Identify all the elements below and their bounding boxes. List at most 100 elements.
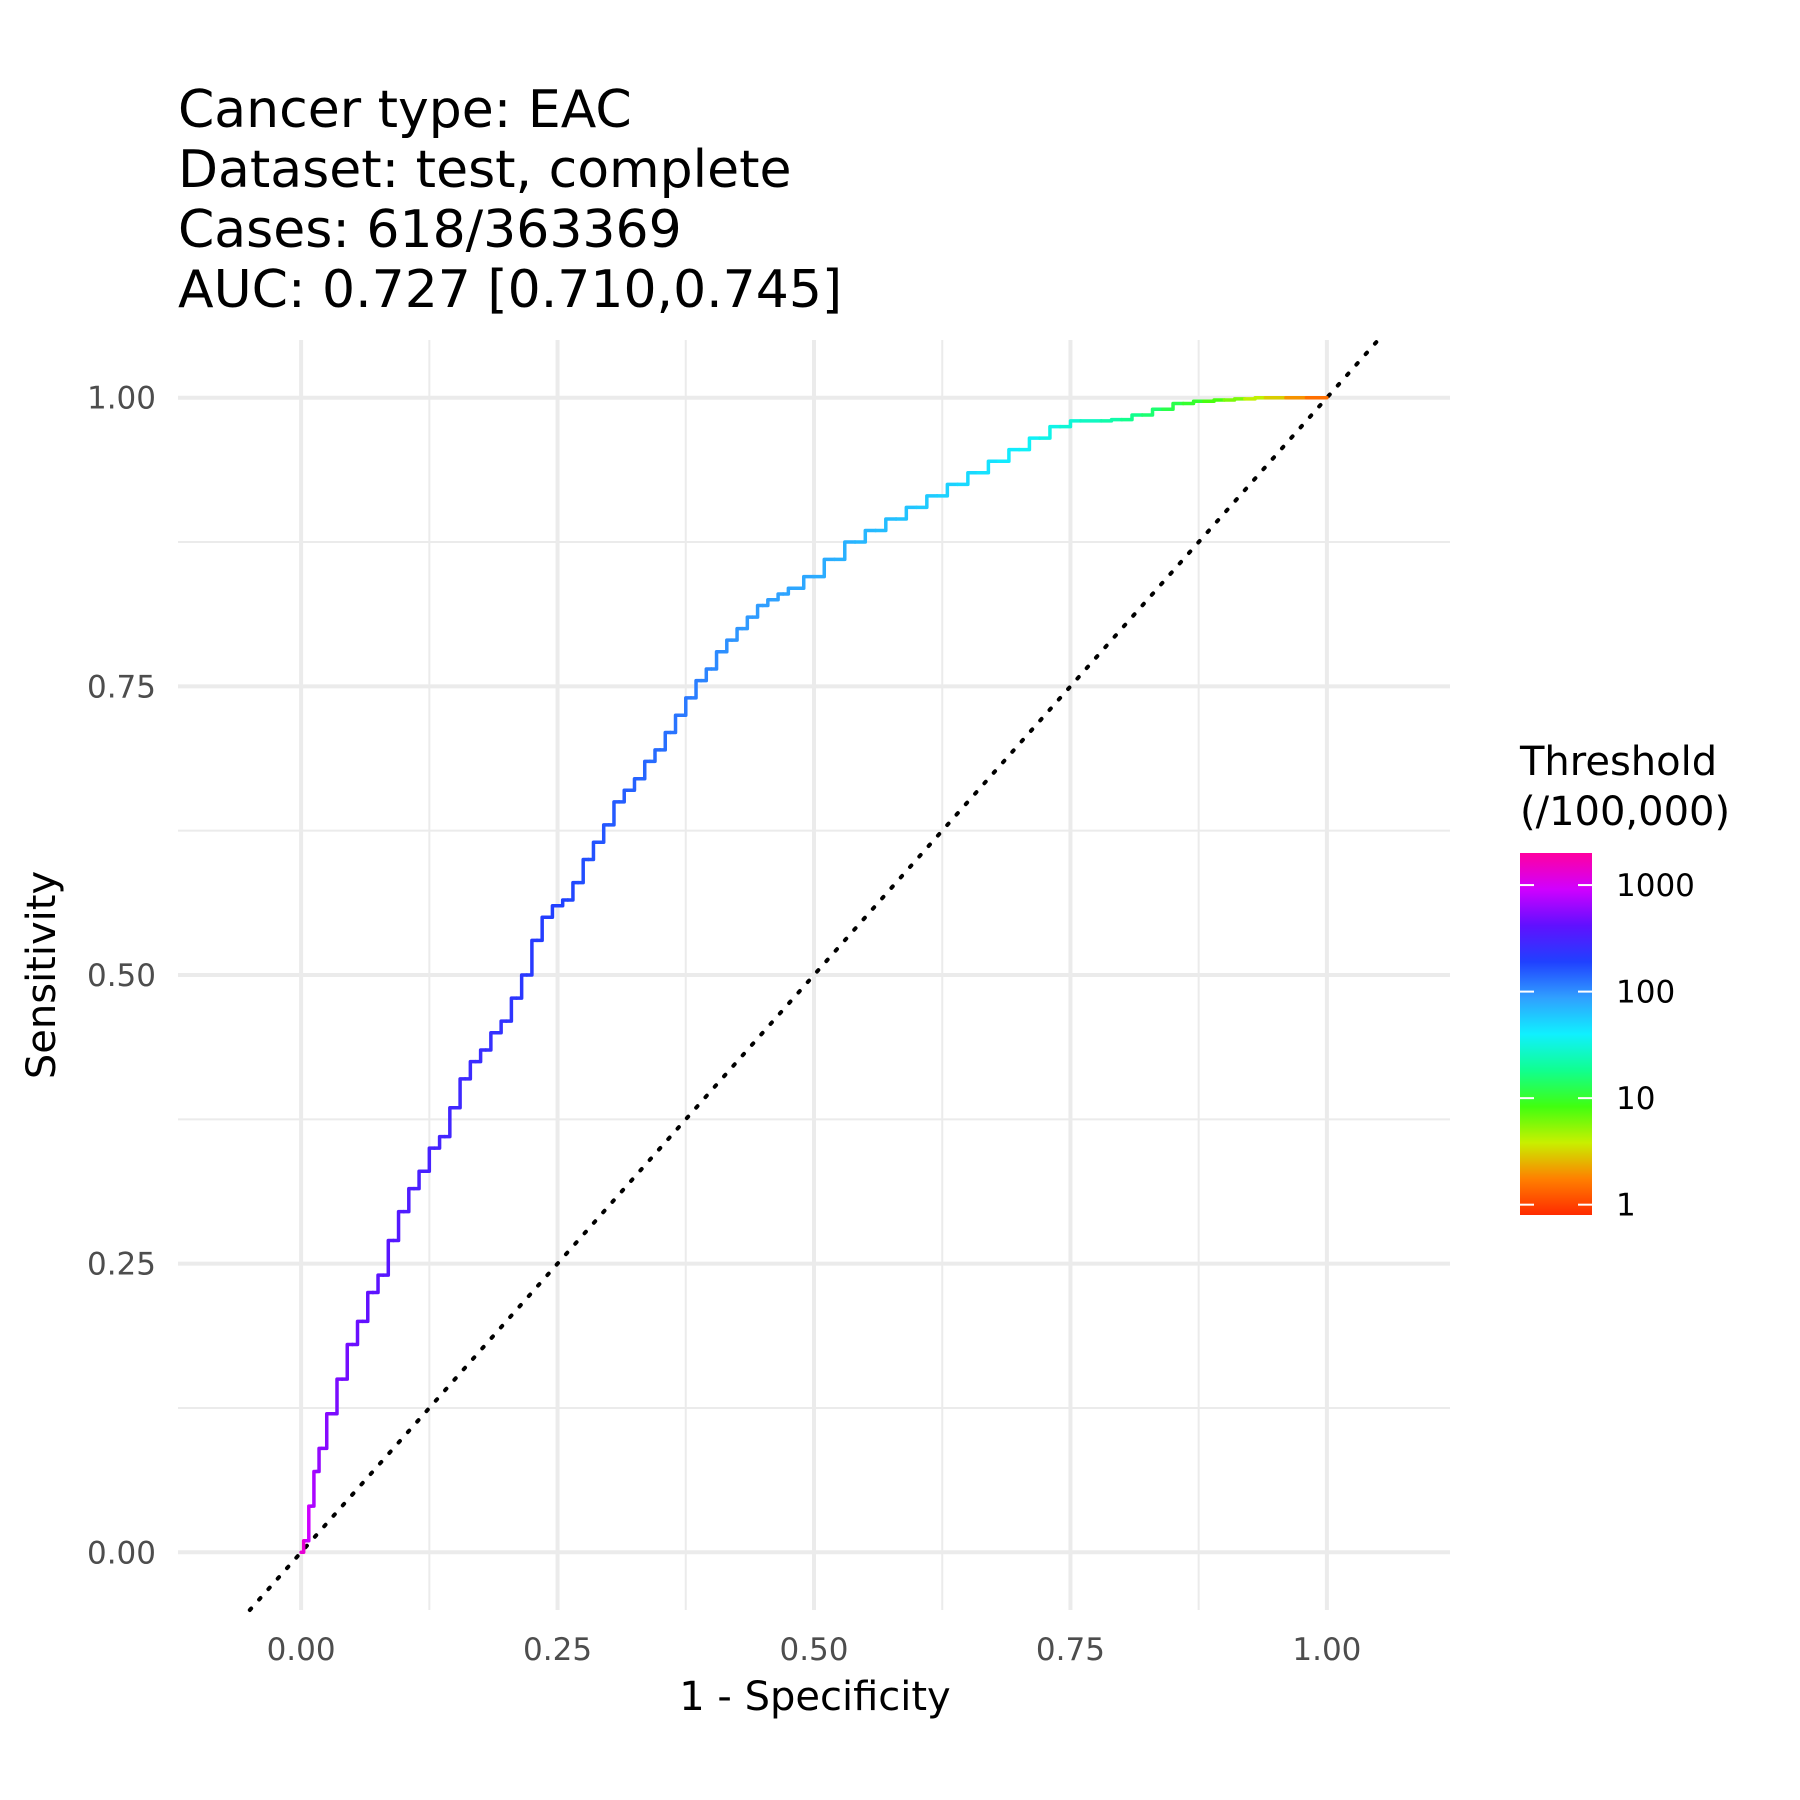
roc-segment-62	[1037, 424, 1062, 440]
x-tick-label-2: 0.50	[779, 1632, 848, 1668]
roc-segment-53	[853, 528, 878, 544]
roc-segment-6	[340, 1342, 355, 1381]
roc-segment-36	[648, 748, 662, 764]
roc-segment-40	[689, 678, 703, 700]
roc-segment-58	[955, 471, 980, 487]
roc-segment-20	[483, 1030, 498, 1052]
roc-segment-70	[1202, 398, 1227, 403]
roc-segment-10	[381, 1238, 396, 1277]
roc-segment-45	[740, 615, 755, 631]
y-axis-ticks: 0.00 0.25 0.50 0.75 1.00	[87, 381, 156, 1572]
roc-segment-16	[442, 1106, 457, 1139]
colorbar-label-0: 1	[1616, 1188, 1636, 1224]
roc-segment-4	[319, 1411, 334, 1451]
roc-segment-52	[832, 540, 857, 562]
reference-line	[247, 338, 1381, 1612]
chart-title: Cancer type: EAC Dataset: test, complete…	[178, 80, 842, 320]
roc-segment-50	[791, 574, 816, 590]
roc-segment-15	[432, 1134, 447, 1150]
roc-segment-26	[545, 903, 560, 920]
roc-segment-3	[314, 1446, 324, 1474]
roc-segment-7	[350, 1319, 365, 1347]
roc-segment-12	[401, 1186, 416, 1214]
colorbar-label-3: 1000	[1616, 868, 1695, 904]
y-tick-label-4: 1.00	[87, 381, 156, 417]
x-tick-label-0: 0.00	[267, 1632, 336, 1668]
roc-segment-66	[1119, 413, 1145, 422]
y-axis-title: Sensitivity	[19, 871, 65, 1079]
x-axis-title: 1 - Specificity	[679, 1674, 950, 1720]
legend-title-line-1: Threshold	[1519, 739, 1717, 785]
x-tick-label-4: 1.00	[1292, 1632, 1361, 1668]
roc-segment-34	[627, 776, 642, 793]
roc-segment-72	[1243, 395, 1268, 401]
colorbar-label-2: 100	[1616, 975, 1675, 1011]
roc-segment-1	[304, 1504, 314, 1543]
title-line-4: AUC: 0.727 [0.710,0.745]	[178, 260, 842, 320]
grid-major	[178, 340, 1450, 1610]
roc-segment-56	[914, 494, 939, 510]
roc-segment-55	[894, 505, 919, 521]
roc-segment-33	[617, 788, 632, 804]
roc-segment-65	[1099, 417, 1124, 423]
y-tick-label-1: 0.25	[87, 1247, 156, 1283]
roc-segment-39	[678, 696, 693, 717]
roc-segment-69	[1181, 399, 1206, 406]
title-line-1: Cancer type: EAC	[178, 80, 632, 140]
x-tick-label-1: 0.25	[523, 1632, 592, 1668]
roc-segment-63	[1058, 419, 1083, 429]
roc-segment-59	[976, 459, 1001, 475]
roc-segment-8	[360, 1290, 375, 1324]
roc-segment-61	[1017, 436, 1042, 452]
roc-segment-42	[709, 649, 724, 671]
roc-segment-46	[750, 603, 765, 619]
title-line-2: Dataset: test, complete	[178, 140, 792, 200]
roc-segment-48	[771, 592, 785, 602]
roc-segment-9	[371, 1273, 385, 1295]
roc-segment-68	[1161, 401, 1186, 412]
roc-segment-13	[412, 1169, 426, 1191]
legend: Threshold (/100,000) 1 10 100 1000	[1519, 739, 1730, 1224]
roc-segment-22	[504, 996, 519, 1023]
roc-segment-17	[453, 1077, 467, 1110]
legend-title-line-2: (/100,000)	[1520, 789, 1730, 835]
roc-segment-37	[658, 730, 673, 752]
roc-segment-23	[514, 973, 529, 1000]
roc-segment-67	[1140, 407, 1165, 417]
colorbar-label-1: 10	[1616, 1081, 1655, 1117]
roc-curve	[299, 395, 1329, 1555]
roc-segment-25	[535, 915, 550, 943]
roc-segment-57	[935, 482, 960, 498]
roc-segment-38	[668, 713, 683, 735]
roc-segment-35	[637, 759, 652, 781]
roc-segment-71	[1222, 397, 1247, 402]
y-tick-label-0: 0.00	[87, 1535, 156, 1571]
roc-segment-18	[463, 1059, 478, 1081]
roc-segment-11	[391, 1209, 406, 1243]
roc-segment-51	[812, 557, 837, 579]
y-tick-label-2: 0.50	[87, 958, 156, 994]
colorbar-ticks: 1 10 100 1000	[1520, 868, 1695, 1224]
roc-segment-29	[576, 857, 591, 885]
roc-segment-5	[330, 1377, 344, 1416]
roc-segment-27	[555, 898, 570, 908]
roc-segment-24	[525, 938, 539, 977]
roc-segment-43	[719, 638, 734, 654]
x-tick-label-3: 0.75	[1036, 1632, 1105, 1668]
roc-segment-14	[422, 1146, 437, 1174]
roc-segment-21	[494, 1019, 509, 1035]
roc-segment-30	[586, 840, 601, 862]
y-tick-label-3: 0.75	[87, 669, 156, 705]
colorbar	[1520, 853, 1592, 1215]
roc-segment-44	[730, 626, 744, 642]
roc-segment-2	[309, 1469, 319, 1508]
roc-segment-19	[473, 1048, 488, 1064]
roc-segment-32	[607, 800, 621, 827]
roc-segment-41	[699, 667, 714, 683]
roc-segment-54	[873, 517, 898, 533]
reference-diagonal	[247, 338, 1381, 1612]
roc-segment-47	[760, 598, 775, 608]
x-axis-ticks: 0.00 0.25 0.50 0.75 1.00	[267, 1632, 1362, 1668]
